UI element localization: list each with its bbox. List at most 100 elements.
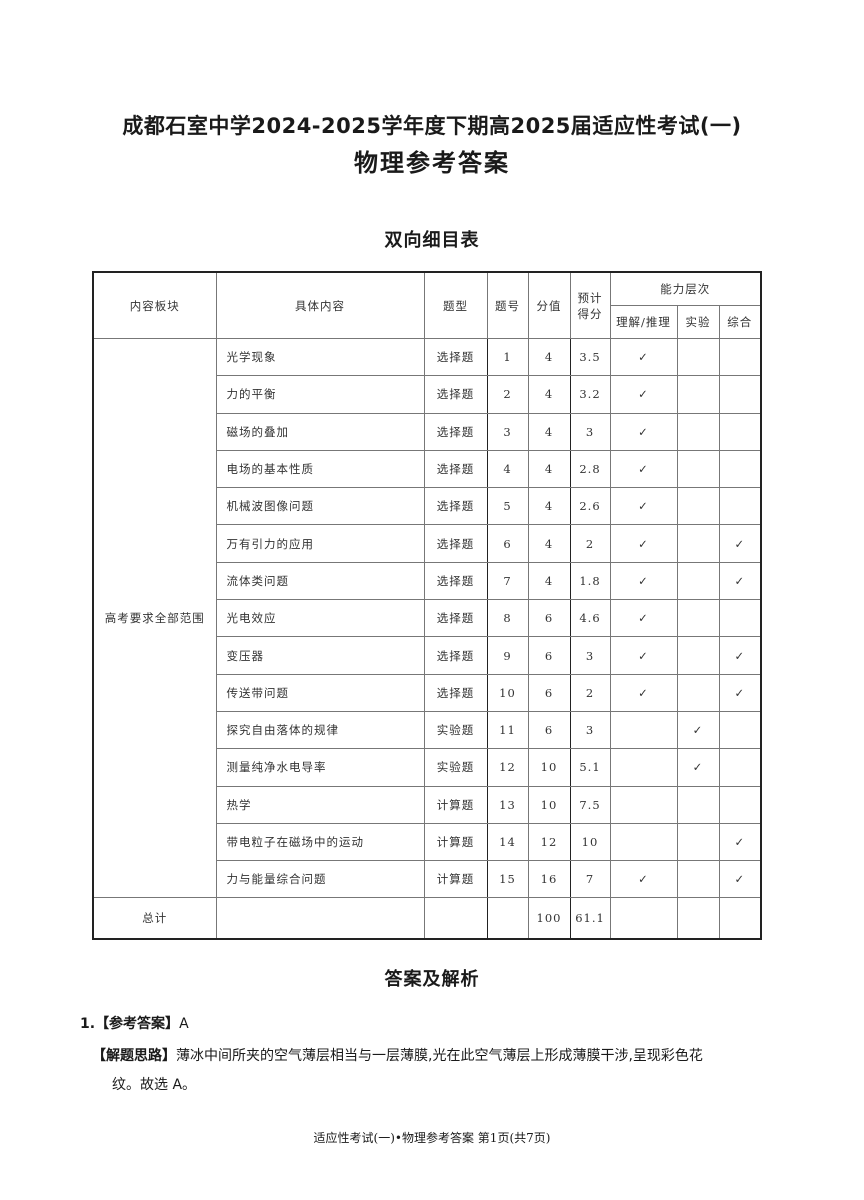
header-type: 题型: [423, 271, 488, 339]
cell-score: 12: [527, 822, 571, 862]
cell-ability: [609, 785, 678, 824]
cell-content: 万有引力的应用: [215, 524, 425, 563]
cell-type: 选择题: [423, 487, 488, 526]
cell-expected: 2: [569, 673, 611, 712]
table-heading: 双向细目表: [384, 230, 480, 251]
cell-expected: 10: [569, 822, 611, 862]
cell-score: 4: [527, 337, 571, 377]
check-icon: ✓: [638, 611, 649, 626]
check-icon: ✓: [734, 835, 746, 849]
cell-score: 4: [527, 524, 571, 563]
cell-expected: 3: [569, 636, 611, 675]
cell-type: 计算题: [423, 822, 488, 862]
check-icon: ✓: [734, 536, 746, 551]
cell-number: 13: [486, 785, 529, 824]
answer-1-reason: 【解题思路】薄冰中间所夹的空气薄层相当与一层薄膜,光在此空气薄层上形成薄膜干涉,…: [92, 1045, 703, 1065]
cell-empty: [609, 897, 678, 940]
answer-tag: 【参考答案】: [95, 1016, 180, 1032]
answer-number: 1.: [80, 1016, 96, 1032]
cell-type: 选择题: [423, 599, 488, 638]
cell-content: 探究自由落体的规律: [215, 710, 425, 750]
cell-content: 力与能量综合问题: [215, 860, 425, 899]
cell-type: 选择题: [423, 636, 488, 675]
cell-ability: ✓: [609, 337, 678, 377]
cell-ability: ✓: [609, 412, 678, 451]
cell-number: 4: [486, 449, 529, 489]
cell-content: 变压器: [215, 636, 425, 675]
cell-expected: 3: [569, 412, 611, 451]
cell-content: 传送带问题: [215, 673, 425, 712]
check-icon: ✓: [638, 872, 649, 887]
cell-type: 实验题: [423, 710, 488, 750]
page-footer: 适应性考试(一)•物理参考答案 第1页(共7页): [313, 1131, 551, 1145]
table-row: 高考要求全部范围 光学现象 选择题 1 4 3.5 ✓: [92, 337, 762, 899]
cell-number: 11: [486, 710, 529, 750]
cell-type: 实验题: [423, 748, 488, 787]
cell-number: 8: [486, 599, 529, 638]
cell-number: 10: [486, 673, 529, 712]
total-label: 总计: [92, 897, 217, 940]
cell-score: 10: [527, 785, 571, 824]
cell-type: 选择题: [423, 524, 488, 563]
cell-empty: [718, 897, 762, 940]
cell-ability: ✓: [718, 860, 762, 899]
cell-score: 4: [527, 561, 571, 601]
cell-ability: [718, 599, 762, 638]
cell-ability: ✓: [718, 636, 762, 675]
check-icon: ✓: [638, 573, 649, 588]
cell-content: 光电效应: [215, 599, 425, 638]
check-icon: ✓: [734, 573, 746, 588]
cell-type: 选择题: [423, 412, 488, 451]
cell-expected: 7.5: [569, 785, 611, 824]
cell-number: 9: [486, 636, 529, 675]
header-expected: 预计得分: [569, 271, 611, 339]
cell-number: 3: [486, 412, 529, 451]
header-ability-comprehensive: 综合: [718, 305, 762, 339]
check-icon: ✓: [638, 462, 649, 477]
cell-content: 机械波图像问题: [215, 487, 425, 526]
check-icon: ✓: [734, 872, 746, 887]
document-subtitle: 物理参考答案: [354, 149, 510, 177]
cell-content: 热学: [215, 785, 425, 824]
cell-ability: [718, 375, 762, 414]
table-row: 传送带问题 选择题 10 6 2 ✓ ✓: [93, 673, 762, 712]
cell-expected: 3.5: [569, 337, 611, 377]
cell-score: 16: [527, 860, 571, 899]
cell-score: 6: [527, 710, 571, 750]
table-row: 光电效应 选择题 8 6 4.6 ✓: [93, 599, 762, 638]
answer-1-reason-cont: 纹。故选 A。: [112, 1077, 197, 1093]
cell-ability: ✓: [609, 599, 678, 638]
table-row: 热学 计算题 13 10 7.5: [93, 785, 762, 824]
total-score: 100: [527, 897, 571, 940]
cell-number: 15: [486, 860, 529, 899]
table-row: 力的平衡 选择题 2 4 3.2 ✓: [93, 375, 762, 414]
cell-expected: 7: [569, 860, 611, 899]
cell-content: 流体类问题: [215, 561, 425, 601]
header-ability: 能力层次: [609, 271, 762, 306]
cell-content: 测量纯净水电导率: [215, 748, 425, 787]
table-row: 变压器 选择题 9 6 3 ✓ ✓: [93, 636, 762, 675]
check-icon: ✓: [638, 424, 649, 439]
cell-ability: [718, 449, 762, 489]
cell-empty: [486, 897, 529, 940]
cell-ability: [676, 375, 720, 414]
cell-type: 选择题: [423, 375, 488, 414]
cell-ability: [676, 785, 720, 824]
cell-score: 10: [527, 748, 571, 787]
cell-score: 6: [527, 673, 571, 712]
reason-text: 薄冰中间所夹的空气薄层相当与一层薄膜,光在此空气薄层上形成薄膜干涉,呈现彩色花: [176, 1048, 703, 1064]
table-row: 带电粒子在磁场中的运动 计算题 14 12 10 ✓: [93, 822, 762, 862]
cell-content: 光学现象: [215, 337, 425, 377]
cell-score: 6: [527, 636, 571, 675]
cell-ability: [676, 822, 720, 862]
cell-number: 5: [486, 487, 529, 526]
cell-type: 计算题: [423, 860, 488, 899]
cell-ability: [676, 673, 720, 712]
cell-score: 4: [527, 375, 571, 414]
check-icon: ✓: [692, 723, 704, 738]
answer-1-line: 1.【参考答案】A: [80, 1013, 189, 1033]
total-expected: 61.1: [569, 897, 611, 940]
cell-number: 14: [486, 822, 529, 862]
cell-ability: ✓: [718, 524, 762, 563]
cell-ability: [676, 599, 720, 638]
